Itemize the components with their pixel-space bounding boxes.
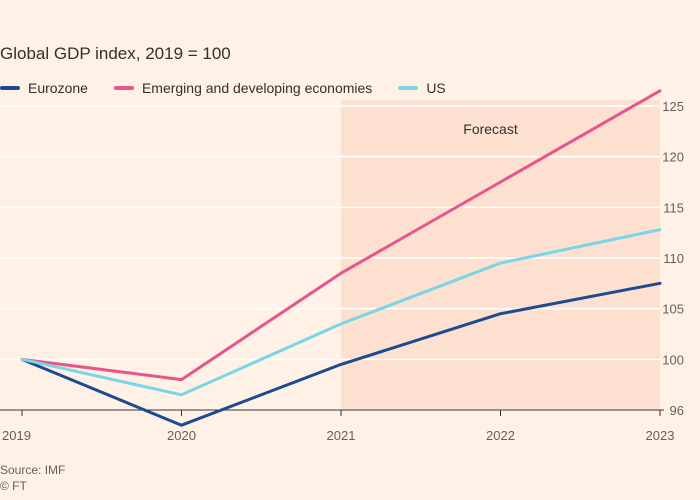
x-tick-label: 2021 — [327, 428, 356, 443]
y-tick-label: 115 — [663, 200, 684, 215]
x-tick-label: 2020 — [167, 428, 196, 443]
y-tick-label: 96 — [670, 403, 684, 418]
legend-item-eurozone: Eurozone — [0, 80, 88, 96]
legend-item-emerging: Emerging and developing economies — [113, 80, 373, 96]
forecast-band — [341, 100, 660, 410]
copyright-text: © FT — [0, 479, 27, 493]
x-tick-label: 2022 — [486, 428, 515, 443]
legend-label-emerging: Emerging and developing economies — [141, 80, 373, 96]
forecast-label: Forecast — [463, 121, 518, 137]
series-line-us — [20, 228, 662, 397]
legend-item-us: US — [398, 80, 446, 96]
chart-subtitle: Global GDP index, 2019 = 100 — [0, 44, 231, 63]
y-tick-label: 125 — [662, 99, 684, 114]
x-tick-label: 2023 — [646, 428, 675, 443]
series-line-eurozone — [20, 281, 662, 427]
source-note: Source: IMF © FT — [0, 462, 65, 494]
legend-swatch-eurozone — [0, 86, 20, 90]
y-tick-label: 110 — [663, 251, 684, 266]
legend-label-eurozone: Eurozone — [28, 80, 88, 96]
source-text: Source: IMF — [0, 463, 66, 477]
x-tick-label: 2019 — [2, 428, 31, 443]
legend-swatch-us — [398, 86, 419, 90]
series-line-emerging-and-developing-economies — [20, 89, 662, 382]
legend-swatch-emerging — [113, 86, 134, 90]
y-tick-label: 120 — [662, 150, 684, 165]
legend-label-us: US — [426, 80, 446, 96]
y-tick-label: 105 — [662, 302, 684, 317]
chart-legend: Eurozone Emerging and developing economi… — [0, 78, 472, 98]
y-tick-label: 100 — [662, 352, 684, 367]
